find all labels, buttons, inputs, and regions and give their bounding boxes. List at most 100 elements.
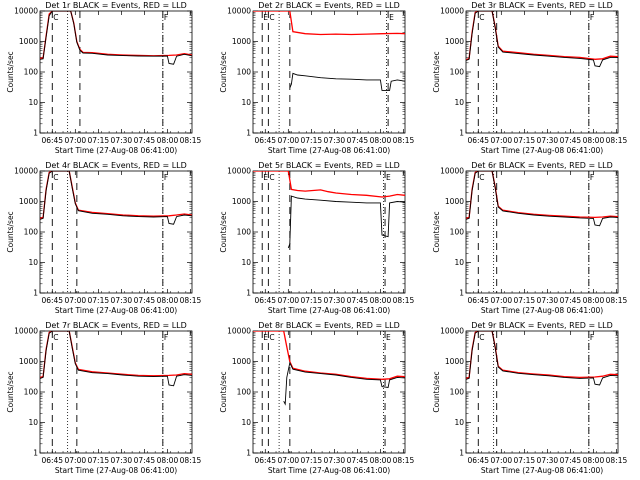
x-tick-label: 07:00 <box>278 136 300 145</box>
x-tick-label: 07:15 <box>88 296 110 305</box>
x-tick-label: 08:00 <box>583 456 605 465</box>
y-axis-label: Counts/sec <box>432 371 441 412</box>
y-axis-label: Counts/sec <box>432 51 441 92</box>
x-tick-label: 07:45 <box>134 456 156 465</box>
series-line-black <box>287 195 405 249</box>
y-tick-label: 100 <box>237 388 252 397</box>
x-tick-label: 07:00 <box>65 296 87 305</box>
x-tick-label: 08:00 <box>583 136 605 145</box>
x-tick-label: 08:15 <box>393 296 415 305</box>
y-axis-label: Counts/sec <box>6 371 15 412</box>
y-tick-label: 10000 <box>440 327 464 336</box>
x-tick-label: 06:45 <box>254 136 276 145</box>
chart-panel: Det 6r BLACK = Events, RED = LLD Counts/s… <box>432 161 627 315</box>
plot-frame <box>465 10 619 134</box>
plot-frame <box>39 170 193 294</box>
y-tick-label: 1000 <box>232 357 251 366</box>
chart-title: Det 4r BLACK = Events, RED = LLD <box>45 161 187 170</box>
y-tick-label: 10 <box>454 418 464 427</box>
x-tick-label: 07:30 <box>324 456 346 465</box>
plot-frame <box>252 10 406 134</box>
plot-frame <box>39 330 193 454</box>
y-axis-label: Counts/sec <box>219 371 228 412</box>
x-tick-label: 07:45 <box>560 296 582 305</box>
y-tick-label: 10000 <box>14 7 38 16</box>
x-tick-label: 07:45 <box>347 456 369 465</box>
series-line-black <box>40 331 192 387</box>
event-marker-label: C <box>269 333 274 342</box>
x-axis-label: Start Time (27-Aug-08 06:41:00) <box>55 146 177 155</box>
event-marker-label: F <box>164 173 168 182</box>
event-marker-label: E <box>389 13 394 22</box>
y-tick-label: 10 <box>241 418 251 427</box>
x-tick-label: 08:00 <box>370 456 392 465</box>
x-axis-label: Start Time (27-Aug-08 06:41:00) <box>268 306 390 315</box>
y-tick-label: 100 <box>24 68 39 77</box>
plot-area <box>253 331 405 453</box>
chart-panel: Det 5r BLACK = Events, RED = LLD Counts/s… <box>219 161 414 315</box>
y-tick-label: 100 <box>237 228 252 237</box>
event-marker-label: F <box>590 173 594 182</box>
x-tick-label: 07:45 <box>560 456 582 465</box>
series-line-black <box>283 361 405 406</box>
plot-area <box>253 171 405 293</box>
x-tick-label: 07:45 <box>134 136 156 145</box>
event-marker-label: C <box>53 173 58 182</box>
y-tick-label: 1000 <box>232 37 251 46</box>
x-axis-label: Start Time (27-Aug-08 06:41:00) <box>481 306 603 315</box>
series-line-red <box>253 171 405 198</box>
y-tick-label: 10000 <box>227 327 251 336</box>
x-tick-label: 07:00 <box>65 136 87 145</box>
series-line-red <box>466 171 618 220</box>
event-marker-label: C <box>269 173 274 182</box>
event-marker-label: E <box>386 333 391 342</box>
y-tick-label: 1000 <box>445 197 464 206</box>
y-tick-label: 10 <box>454 98 464 107</box>
x-tick-label: 07:00 <box>65 456 87 465</box>
x-tick-label: 07:00 <box>491 136 513 145</box>
x-tick-label: 07:00 <box>278 456 300 465</box>
x-tick-label: 07:30 <box>537 136 559 145</box>
series-line-red <box>466 11 618 61</box>
series-line-red <box>40 171 192 220</box>
chart-panel: Det 4r BLACK = Events, RED = LLD Counts/s… <box>6 161 201 315</box>
series-line-black <box>40 11 192 65</box>
x-tick-label: 07:30 <box>324 296 346 305</box>
x-tick-label: 06:45 <box>41 136 63 145</box>
y-tick-label: 1 <box>33 289 38 298</box>
y-tick-label: 10 <box>28 258 38 267</box>
x-tick-label: 08:15 <box>180 296 202 305</box>
x-axis-label: Start Time (27-Aug-08 06:41:00) <box>55 466 177 475</box>
y-tick-label: 1000 <box>232 197 251 206</box>
x-tick-label: 08:15 <box>180 456 202 465</box>
chart-title: Det 7r BLACK = Events, RED = LLD <box>45 321 187 330</box>
series-line-red <box>466 331 618 380</box>
plot-area <box>40 11 192 133</box>
event-marker-label: F <box>164 13 168 22</box>
y-tick-label: 10 <box>241 98 251 107</box>
series-line-black <box>466 331 618 386</box>
y-axis-label: Counts/sec <box>219 211 228 252</box>
x-tick-label: 06:45 <box>41 456 63 465</box>
x-tick-label: 07:00 <box>491 456 513 465</box>
y-axis-label: Counts/sec <box>6 51 15 92</box>
x-axis-label: Start Time (27-Aug-08 06:41:00) <box>268 146 390 155</box>
x-tick-label: 07:15 <box>301 136 323 145</box>
x-tick-label: 07:45 <box>560 136 582 145</box>
y-tick-label: 100 <box>450 68 465 77</box>
y-tick-label: 10 <box>454 258 464 267</box>
plot-area <box>40 331 192 453</box>
chart-panel: Det 8r BLACK = Events, RED = LLD Counts/s… <box>219 321 414 475</box>
x-tick-label: 06:45 <box>467 456 489 465</box>
chart-panel: Det 2r BLACK = Events, RED = LLD Counts/s… <box>219 1 414 155</box>
y-tick-label: 1000 <box>19 357 38 366</box>
y-tick-label: 1 <box>459 129 464 138</box>
plot-frame <box>252 330 406 454</box>
x-tick-label: 07:15 <box>514 456 536 465</box>
y-tick-label: 1000 <box>19 37 38 46</box>
x-tick-label: 08:00 <box>157 296 179 305</box>
x-tick-label: 07:15 <box>514 296 536 305</box>
x-tick-label: 07:15 <box>88 456 110 465</box>
plot-frame <box>465 170 619 294</box>
x-tick-label: 06:45 <box>254 296 276 305</box>
